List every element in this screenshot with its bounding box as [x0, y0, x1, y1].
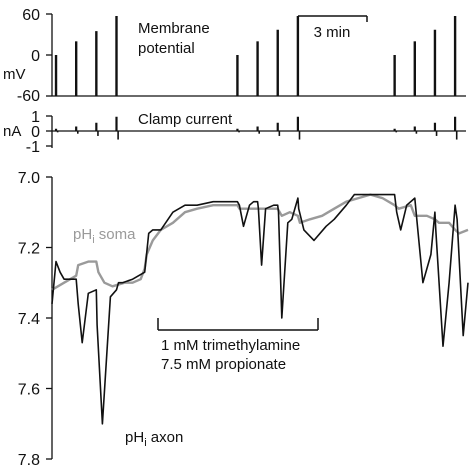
mv-tick-label-60: 60	[22, 7, 40, 24]
pulse-marks	[54, 116, 458, 140]
soma-label-rest: soma	[95, 226, 137, 243]
na-title: Clamp current	[138, 111, 233, 128]
membrane-potential-panel: 60 0 -60 mV Membrane potential 3 min	[3, 7, 466, 105]
na-tick-label-1: 1	[31, 109, 40, 126]
application-bar	[157, 318, 319, 331]
mv-title-line2: potential	[138, 40, 195, 57]
na-tick-label-0: 0	[31, 124, 40, 141]
soma-label-base: pH	[73, 226, 92, 243]
ph-tick-label: 7.4	[18, 311, 40, 328]
scalebar-label: 3 min	[314, 24, 351, 41]
soma-series-label: pHi soma	[73, 226, 136, 246]
time-scalebar: 3 min	[297, 15, 368, 41]
ph-ticks: 7.0 7.2 7.4 7.6 7.8	[18, 170, 52, 466]
mv-axis-unit: mV	[3, 66, 26, 83]
na-tick-label-neg1: -1	[26, 139, 40, 156]
mv-tick-label-neg60: -60	[17, 88, 40, 105]
axon-series-label: pHi axon	[125, 429, 183, 449]
axon-trace	[51, 193, 469, 425]
axon-label-base: pH	[125, 429, 144, 446]
na-axis-unit: nA	[3, 123, 21, 140]
mv-title-line1: Membrane	[138, 20, 210, 37]
ph-tick-label: 7.6	[18, 382, 40, 399]
ph-tick-label: 7.8	[18, 452, 40, 466]
axon-label-rest: axon	[147, 429, 184, 446]
ph-panel: 7.07.27.47.67.8 pHi soma pHi axon 1 mM t…	[18, 170, 469, 466]
soma-label-sub: i	[92, 234, 94, 246]
spike-marks	[54, 16, 457, 96]
application-label-line2: 7.5 mM propionate	[161, 356, 286, 373]
axon-label-sub: i	[144, 437, 146, 449]
ph-tick-label: 7.0	[18, 170, 40, 187]
clamp-current-panel: 1 0 -1 nA Clamp current	[3, 109, 466, 156]
mv-tick-label-0: 0	[31, 48, 40, 65]
ph-tick-label: 7.2	[18, 241, 40, 258]
application-label-line1: 1 mM trimethylamine	[161, 337, 300, 354]
